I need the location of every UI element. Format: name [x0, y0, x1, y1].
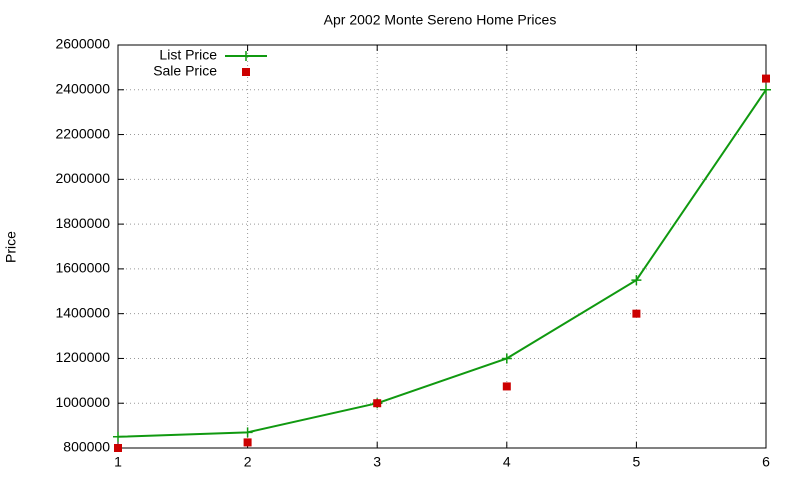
y-tick-label: 2200000: [55, 125, 110, 141]
x-tick-label: 6: [762, 454, 770, 470]
x-tick-label: 4: [503, 454, 511, 470]
point: [762, 74, 770, 83]
y-tick-label: 1000000: [55, 394, 110, 410]
point: [632, 309, 641, 318]
x-tick-label: 3: [373, 454, 381, 470]
y-tick-label: 1800000: [55, 215, 110, 231]
point: [113, 431, 123, 442]
y-tick-label: 800000: [63, 439, 110, 455]
point: [114, 444, 122, 452]
y-tick-label: 2000000: [55, 170, 110, 186]
y-tick-label: 1600000: [55, 260, 110, 276]
point: [243, 438, 252, 447]
point: [242, 427, 253, 438]
legend-label: Sale Price: [153, 63, 217, 79]
x-tick-label: 1: [114, 454, 122, 470]
point: [631, 275, 642, 286]
y-tick-label: 1400000: [55, 304, 110, 320]
series-line: [117, 89, 767, 438]
y-tick-label: 2600000: [55, 36, 110, 52]
x-tick-label: 5: [633, 454, 641, 470]
point: [373, 399, 382, 408]
x-tick-label: 2: [244, 454, 252, 470]
point: [501, 353, 512, 364]
y-tick-label: 1200000: [55, 349, 110, 365]
y-tick-label: 2400000: [55, 80, 110, 96]
chart-title: Apr 2002 Monte Sereno Home Prices: [324, 12, 557, 28]
legend-swatch: [242, 68, 250, 76]
legend-swatch: [241, 51, 251, 61]
point: [502, 382, 511, 391]
y-axis-label: Price: [3, 231, 19, 263]
plot-border: [117, 44, 767, 449]
legend-label: List Price: [159, 47, 217, 63]
point: [761, 84, 771, 95]
